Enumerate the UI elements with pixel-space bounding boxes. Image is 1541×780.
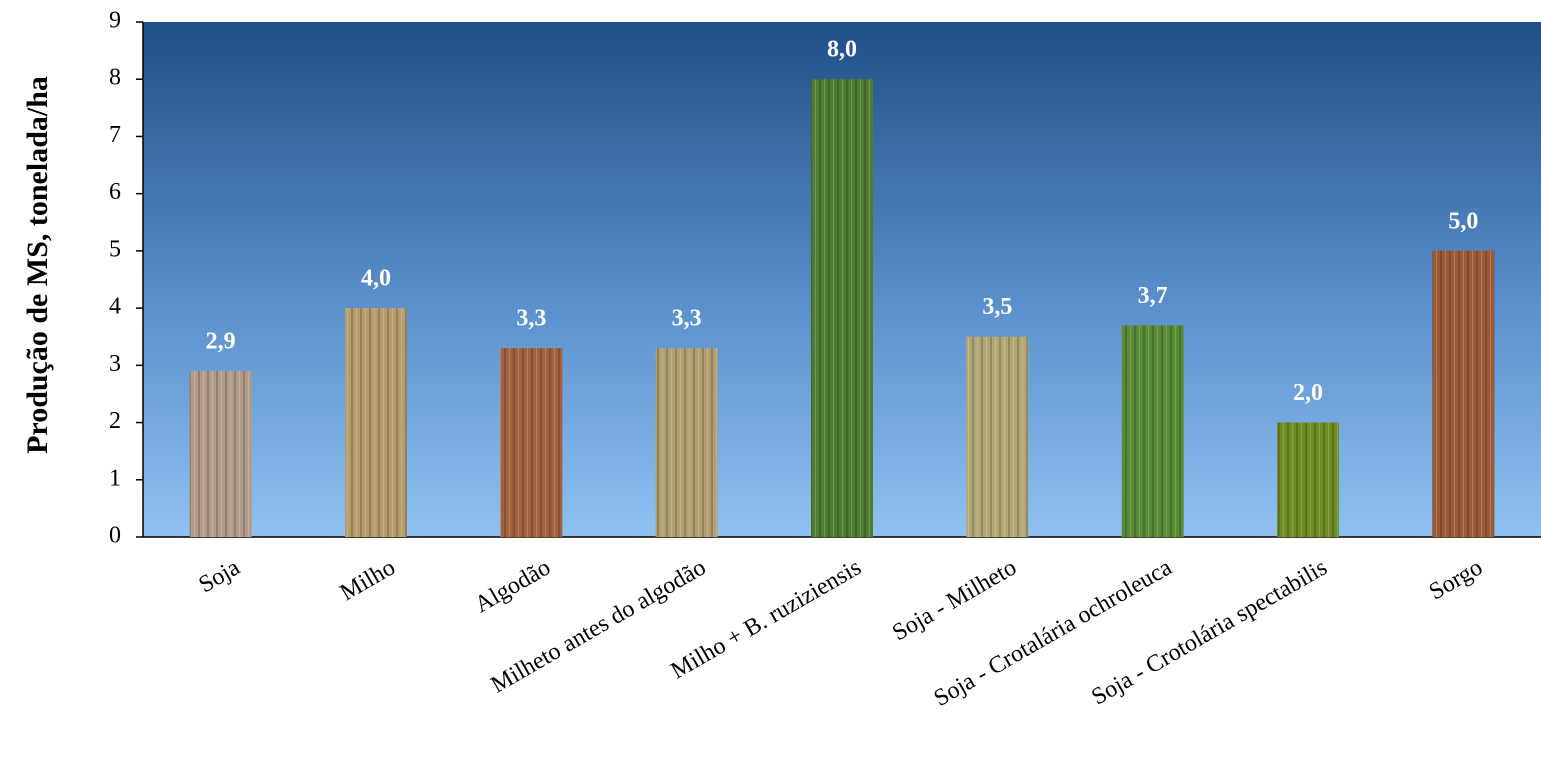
bar-texture: [1121, 325, 1184, 537]
bar-texture: [966, 336, 1029, 537]
y-tick-label: 9: [109, 8, 121, 34]
y-tick-label: 1: [109, 465, 121, 491]
x-tick-label: Milho: [336, 554, 400, 606]
value-label: 8,0: [827, 37, 857, 63]
value-label: 3,7: [1138, 283, 1168, 309]
x-tick-label: Soja: [194, 554, 244, 598]
y-tick-label: 5: [109, 236, 121, 262]
value-label: 4,0: [361, 266, 391, 292]
x-tick-label: Algodão: [471, 554, 556, 618]
value-label: 2,9: [206, 329, 236, 355]
y-tick-label: 0: [109, 523, 121, 549]
value-label: 3,3: [672, 306, 702, 332]
value-label: 5,0: [1448, 208, 1478, 234]
y-tick-label: 4: [109, 294, 121, 320]
x-tick-label: Sorgo: [1425, 554, 1487, 605]
y-tick-label: 3: [109, 351, 121, 377]
y-tick-label: 2: [109, 408, 121, 434]
y-tick-label: 8: [109, 65, 121, 91]
bar-texture: [1277, 422, 1339, 537]
bar-texture: [1432, 250, 1495, 537]
bar-texture: [345, 308, 407, 537]
value-label: 3,5: [982, 294, 1012, 320]
y-tick-label: 6: [109, 179, 121, 205]
bar-texture: [500, 348, 563, 537]
y-axis-title: Produção de MS, tonelada/ha: [21, 76, 54, 454]
bar-texture: [655, 348, 718, 537]
bar-texture: [811, 79, 873, 537]
value-label: 3,3: [516, 306, 546, 332]
value-label: 2,0: [1293, 380, 1323, 406]
x-tick-label: Soja - Milheto: [888, 554, 1021, 646]
bar-texture: [189, 371, 252, 537]
y-tick-label: 7: [109, 122, 121, 148]
